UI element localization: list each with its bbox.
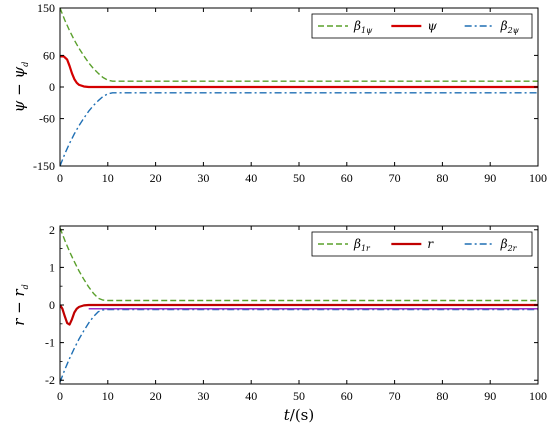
x-tick-label: 60 — [341, 171, 353, 185]
x-tick-label: 20 — [150, 171, 162, 185]
legend-box — [311, 13, 533, 39]
x-tick-label: 50 — [293, 171, 305, 185]
legend-entry: ψ — [427, 19, 437, 33]
y-tick-label: 0 — [49, 80, 55, 94]
y-tick-label: 0 — [49, 298, 55, 312]
y-tick-label: 1 — [49, 260, 55, 274]
legend: β1r r β2r — [311, 231, 533, 257]
x-tick-label: 80 — [436, 389, 448, 403]
y-tick-label: -1 — [45, 336, 55, 350]
x-tick-label: 100 — [529, 171, 547, 185]
x-tick-label: 40 — [245, 389, 257, 403]
top-panel: 0 10 20 30 40 50 60 70 80 90 100 -150 -60 0 60 150 ψ − ψ… — [10, 1, 547, 185]
x-tick-label: 50 — [293, 389, 305, 403]
series-line-1 — [60, 303, 538, 326]
x-tick-label: 90 — [484, 171, 496, 185]
y-tick-label: 60 — [43, 48, 55, 62]
legend-entry: β2r — [500, 237, 518, 253]
x-tick-label: 10 — [102, 171, 114, 185]
x-tick-label: 70 — [389, 171, 401, 185]
legend: β1ψ ψ β2ψ — [311, 13, 533, 39]
series-group — [60, 227, 538, 383]
x-tick-label: 0 — [57, 389, 63, 403]
legend-box — [311, 231, 533, 257]
x-axis-label: t/(s) — [284, 406, 315, 424]
series-line-1 — [60, 55, 538, 89]
series-line-0 — [60, 227, 538, 302]
x-tick-label: 100 — [529, 389, 547, 403]
x-tick-label: 80 — [436, 171, 448, 185]
legend-entry: r — [427, 237, 434, 251]
x-tick-label: 20 — [150, 389, 162, 403]
series-group — [60, 8, 538, 166]
x-tick-label: 60 — [341, 389, 353, 403]
bottom-panel: 0 10 20 30 40 50 60 70 80 90 100 -2 -1 0 1 2 r − rd t/(s)… — [10, 223, 547, 424]
legend-entry: β2ψ — [500, 19, 520, 35]
y-tick-label: 150 — [37, 1, 55, 15]
y-tick-label: -150 — [33, 159, 55, 173]
y-axis-label: ψ − ψd — [10, 62, 30, 113]
y-tick-label: -60 — [39, 112, 55, 126]
x-tick-label: 30 — [197, 389, 209, 403]
x-tick-label: 70 — [389, 389, 401, 403]
x-tick-label: 10 — [102, 389, 114, 403]
x-tick-label: 40 — [245, 171, 257, 185]
series-line-2 — [60, 92, 538, 166]
y-axis-label: r − rd — [10, 284, 30, 326]
x-tick-label: 0 — [57, 171, 63, 185]
y-tick-label: 2 — [49, 223, 55, 237]
x-tick-label: 90 — [484, 389, 496, 403]
series-line-2 — [60, 308, 538, 383]
x-tick-label: 30 — [197, 171, 209, 185]
legend-entry: β1ψ — [353, 19, 373, 35]
y-tick-label: -2 — [45, 373, 55, 387]
series-line-0 — [60, 8, 538, 82]
legend-entry: β1r — [353, 237, 371, 253]
